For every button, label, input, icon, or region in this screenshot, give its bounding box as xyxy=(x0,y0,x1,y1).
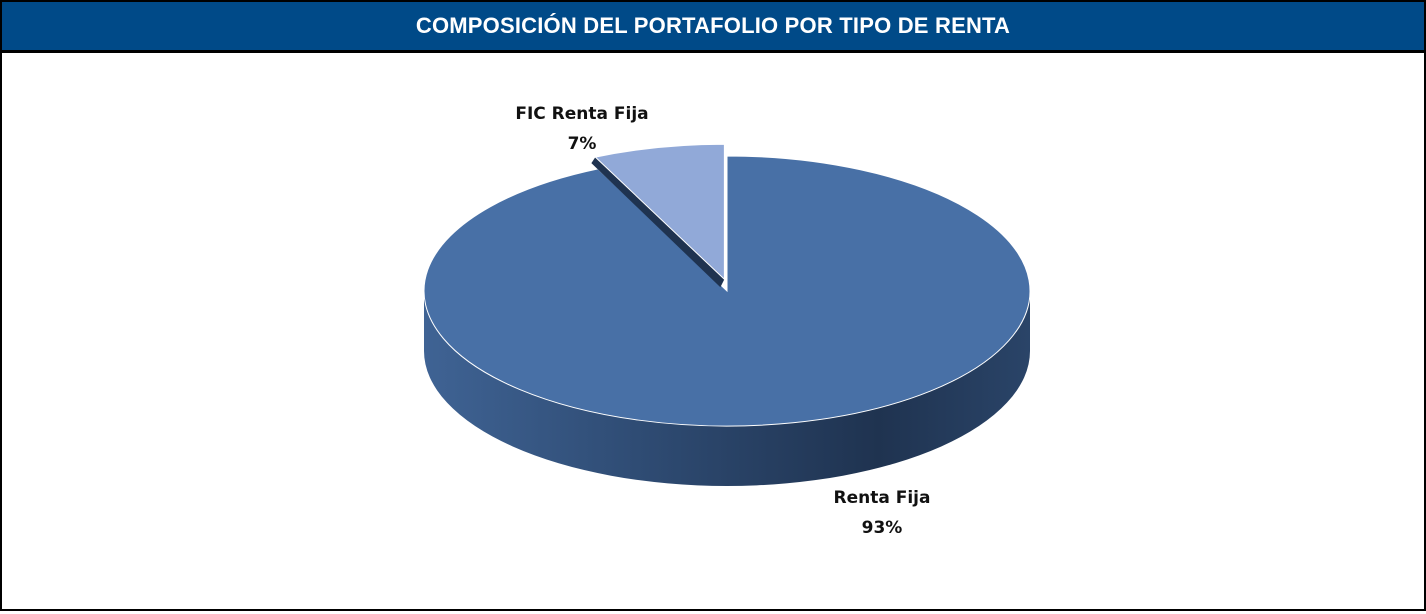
slice-side xyxy=(424,291,1030,486)
slice-value-label: 93% xyxy=(862,518,903,538)
slice-label: Renta Fija xyxy=(834,488,931,508)
slice xyxy=(594,143,725,281)
chart: Renta Fija 93% FIC Renta Fija 7% xyxy=(423,104,1031,538)
slice xyxy=(423,155,1031,427)
chart-title: COMPOSICIÓN DEL PORTAFOLIO POR TIPO DE R… xyxy=(2,2,1424,53)
slice-value-label: 7% xyxy=(568,134,597,154)
slice-label: FIC Renta Fija xyxy=(515,104,648,124)
slice-edge xyxy=(591,157,725,288)
